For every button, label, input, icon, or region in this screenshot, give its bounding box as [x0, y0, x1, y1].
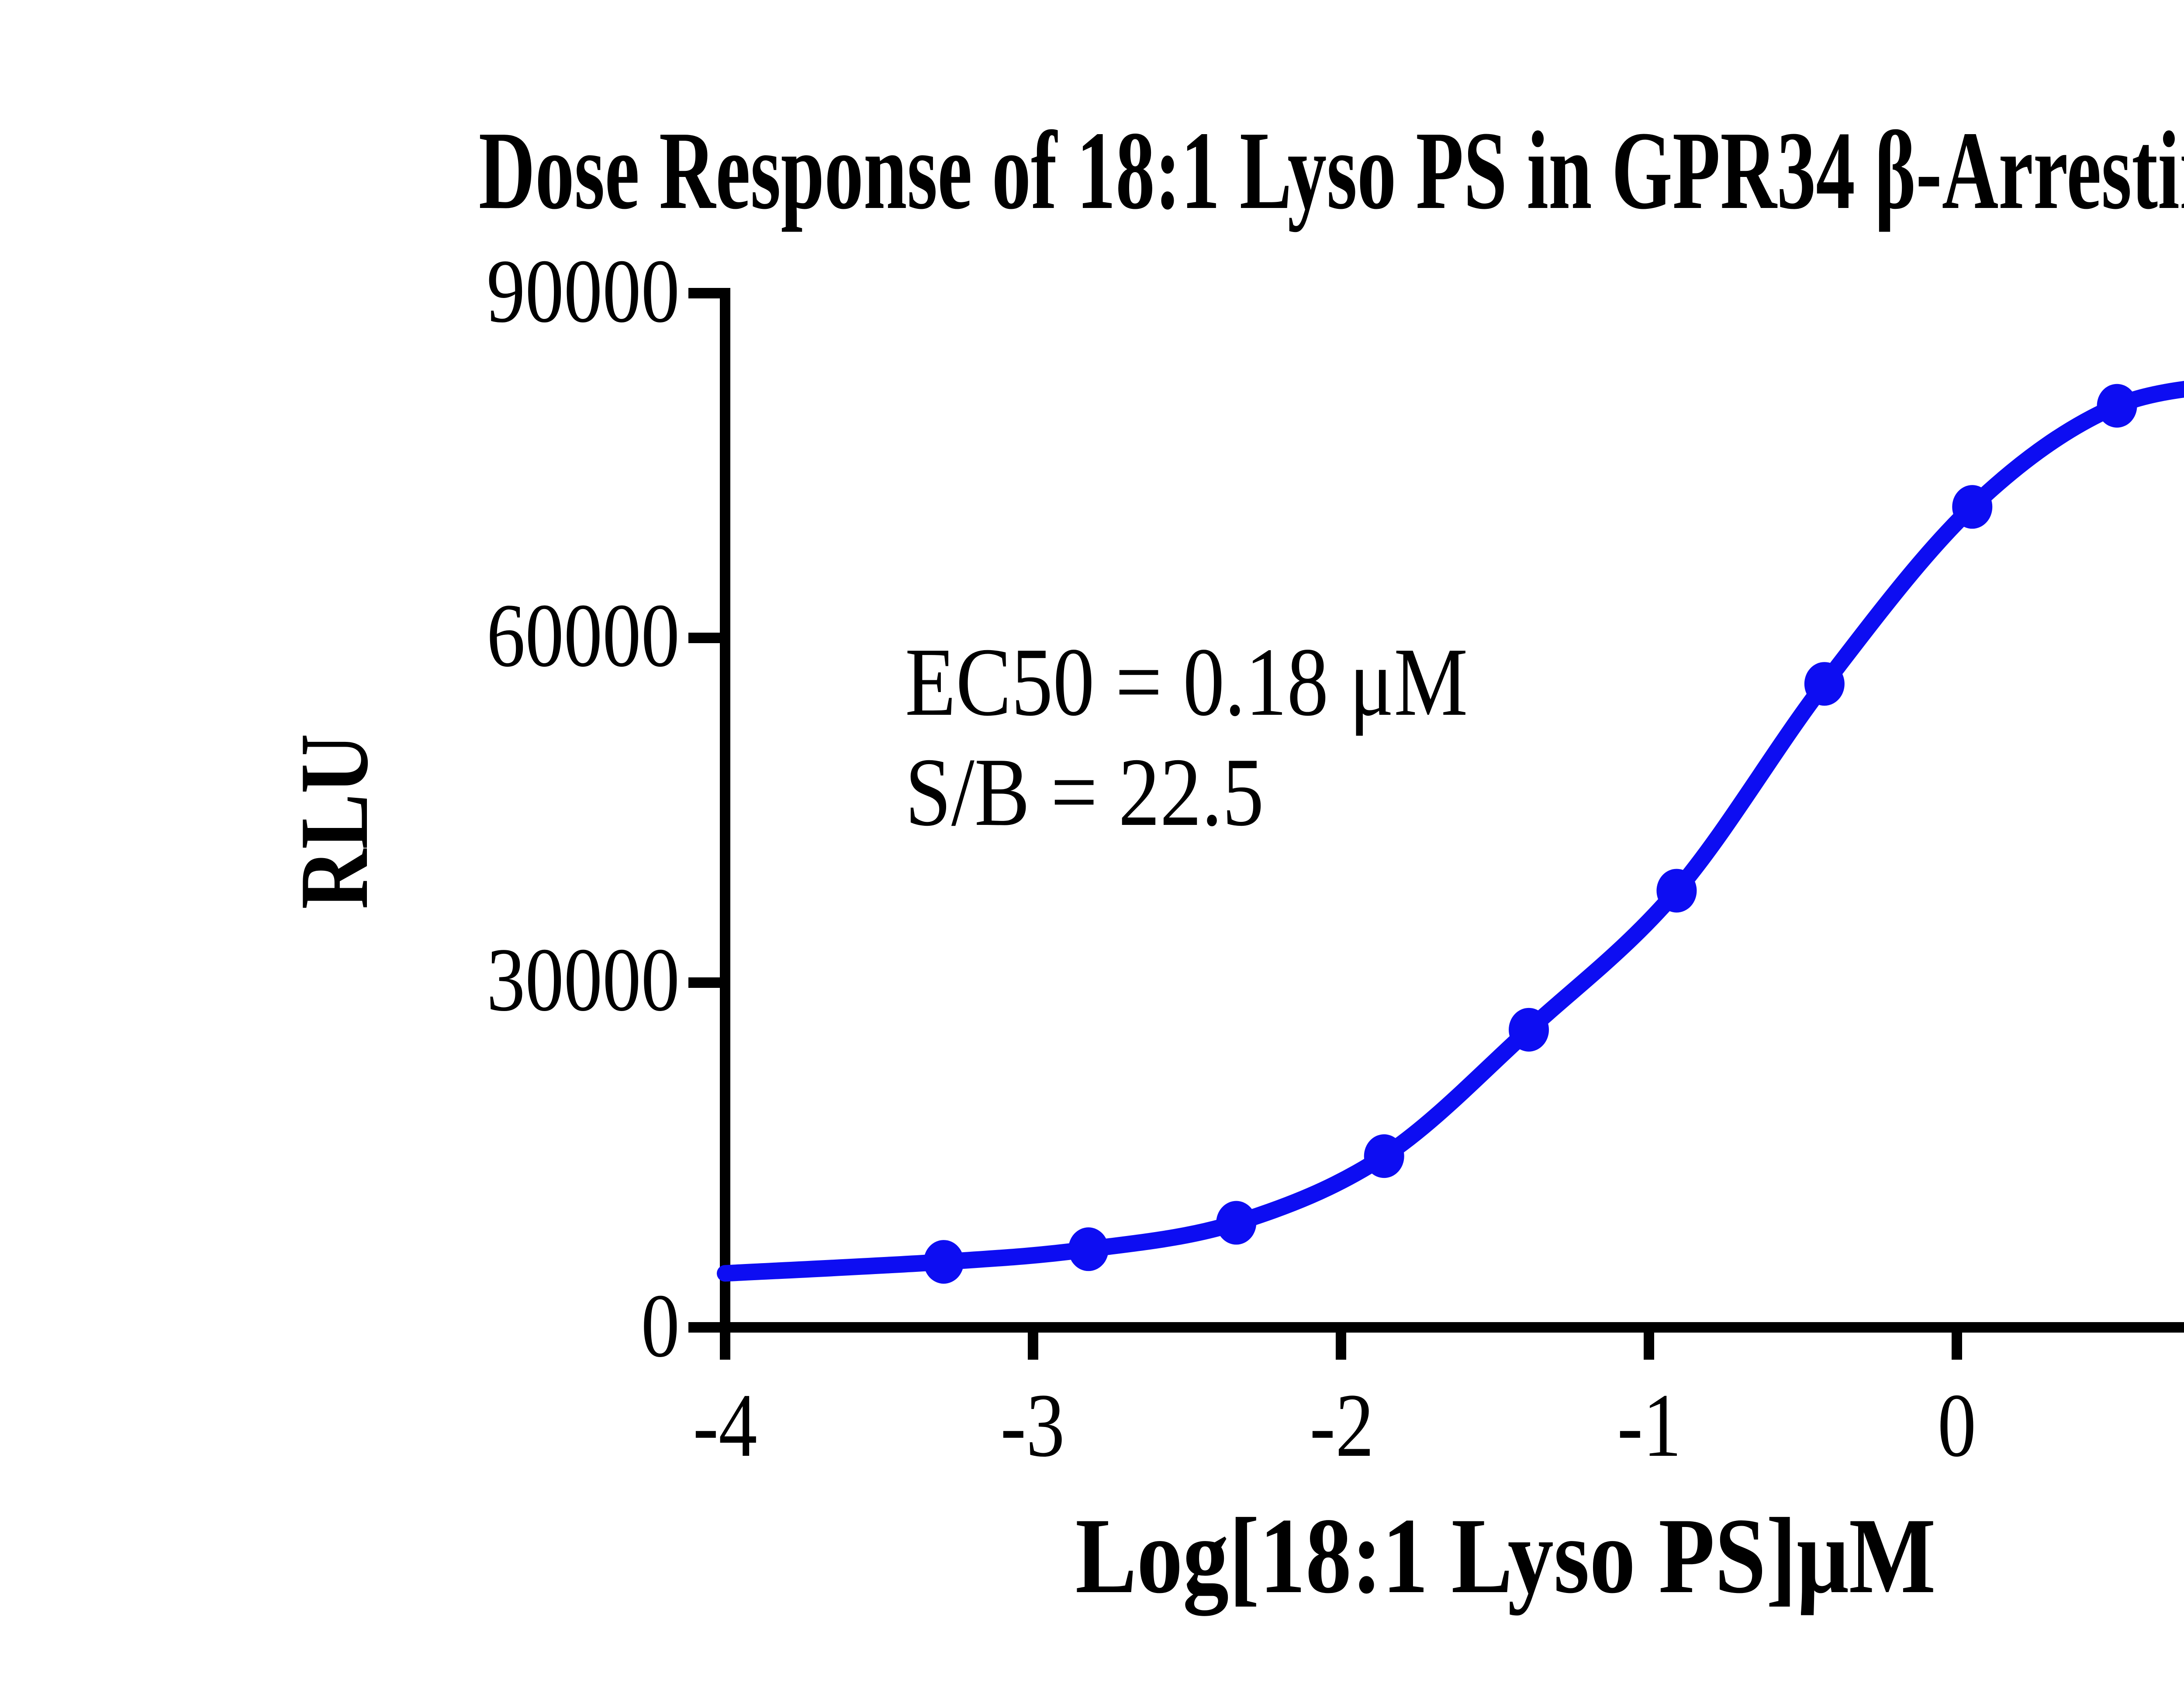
y-tick-label: 60000: [487, 587, 680, 687]
data-point: [1804, 662, 1845, 706]
x-axis-title: Log[18:1 Lyso PS]μM: [807, 1496, 2184, 1620]
x-tick-label: -1: [1617, 1377, 1681, 1477]
x-tick-label: -3: [1001, 1377, 1065, 1477]
chart-title-text: Dose Response of 18:1 Lyso PS in GPR34 β…: [478, 108, 2184, 232]
x-tick-label: -4: [693, 1377, 757, 1477]
data-point: [1509, 1008, 1549, 1052]
data-point: [1068, 1227, 1109, 1271]
x-tick-label: -2: [1309, 1377, 1373, 1477]
x-tick-label: 0: [1937, 1377, 1977, 1477]
data-point: [1364, 1134, 1404, 1178]
x-tick-label: 1: [2146, 1382, 2184, 1473]
y-tick-label: 0: [641, 1277, 680, 1376]
y-tick-label: 90000: [487, 242, 680, 342]
ec50-annotation: EC50 = 0.18 μM: [905, 629, 1468, 738]
data-point: [1656, 869, 1697, 913]
fit-annotation: EC50 = 0.18 μM S/B = 22.5: [905, 629, 1468, 849]
fit-curve: [717, 381, 2184, 1282]
data-point: [1216, 1201, 1257, 1245]
data-point: [2097, 384, 2137, 428]
data-point: [1952, 485, 1993, 529]
sb-annotation: S/B = 22.5: [905, 739, 1264, 848]
data-point: [923, 1240, 964, 1284]
x-axis-title-text: Log[18:1 Lyso PS]μM: [1076, 1498, 1936, 1617]
chart-title: Dose Response of 18:1 Lyso PS in GPR34 β…: [0, 80, 2184, 241]
y-tick-label: 30000: [487, 932, 680, 1032]
